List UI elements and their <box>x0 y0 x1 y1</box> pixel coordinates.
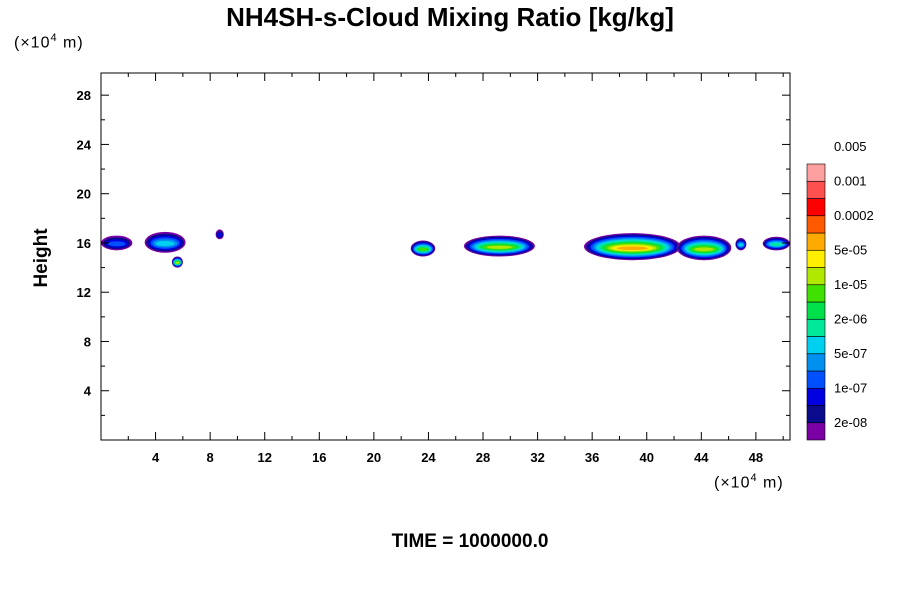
chart-title: NH4SH-s-Cloud Mixing Ratio [kg/kg] <box>226 2 674 32</box>
colorbar-label: 2e-06 <box>834 311 867 326</box>
x-axis-unit: (×104 m) <box>714 472 784 492</box>
colorbar-swatch <box>806 284 826 303</box>
cloud-contour <box>770 242 783 246</box>
cloud-patch <box>101 235 133 251</box>
x-unit-prefix: (×10 <box>714 474 751 492</box>
x-unit-suffix: m) <box>757 474 784 492</box>
x-tick-label: 40 <box>640 450 654 465</box>
colorbar-swatch <box>806 215 826 234</box>
colorbar-swatch <box>806 370 826 389</box>
colorbar-label: 0.001 <box>834 173 867 188</box>
x-tick-label: 24 <box>421 450 436 465</box>
colorbar-swatch <box>806 198 826 217</box>
y-tick-label: 28 <box>77 88 91 103</box>
cloud-patch <box>762 236 790 251</box>
x-tick-label: 20 <box>367 450 381 465</box>
y-tick-label: 4 <box>84 384 92 399</box>
cloud-patch <box>583 233 681 261</box>
colorbar-label: 1e-07 <box>834 380 867 395</box>
y-unit-prefix: (×10 <box>14 34 51 52</box>
colorbar-swatch <box>806 180 826 199</box>
colorbar-label: 0.0002 <box>834 208 874 223</box>
cloud-contour <box>175 261 180 264</box>
y-unit-suffix: m) <box>57 34 84 52</box>
x-tick-label: 28 <box>476 450 490 465</box>
cloud-contour <box>217 232 223 238</box>
plot-frame <box>100 72 791 441</box>
y-axis-unit: (×104 m) <box>14 32 84 52</box>
cloud-patch <box>171 256 183 268</box>
cloud-layer <box>101 229 790 268</box>
colorbar-swatch <box>806 353 826 372</box>
colorbar-swatch <box>806 405 826 424</box>
x-tick-label: 36 <box>585 450 599 465</box>
colorbar-swatch <box>806 318 826 337</box>
cloud-contour <box>616 246 648 250</box>
colorbar-swatch <box>806 336 826 355</box>
colorbar-swatch <box>806 267 826 286</box>
y-tick-label: 8 <box>84 334 91 349</box>
colorbar-label: 0.005 <box>834 139 867 154</box>
cloud-contour <box>107 241 126 247</box>
colorbar-swatch <box>806 422 826 441</box>
cloud-contour <box>486 245 512 249</box>
cloud-patch <box>144 231 186 253</box>
y-tick-label: 16 <box>77 236 91 251</box>
x-tick-label: 12 <box>257 450 271 465</box>
cloud-patch <box>735 238 747 251</box>
y-tick-label: 24 <box>77 137 92 152</box>
colorbar-label: 2e-08 <box>834 415 867 430</box>
colorbar-swatch <box>806 387 826 406</box>
colorbar-label: 1e-05 <box>834 277 867 292</box>
cloud-contour <box>155 241 175 247</box>
cloud-contour <box>694 247 714 252</box>
cloud-patch <box>676 235 732 261</box>
colorbar-swatch <box>806 232 826 251</box>
x-tick-label: 48 <box>749 450 763 465</box>
x-tick-label: 4 <box>152 450 160 465</box>
y-unit-exponent: 4 <box>50 32 58 44</box>
y-tick-label: 20 <box>77 187 91 202</box>
colorbar: 2e-08 1e-07 5e-07 2e-06 1e-05 5e-05 0.0002 0.00… <box>806 139 874 441</box>
colorbar-label: 5e-07 <box>834 346 867 361</box>
x-unit-exponent: 4 <box>750 472 758 484</box>
cloud-contour <box>738 243 744 247</box>
x-tick-label: 16 <box>312 450 326 465</box>
cloud-patch <box>410 240 436 257</box>
colorbar-swatch <box>806 163 826 182</box>
time-label: TIME = 1000000.0 <box>391 531 549 552</box>
colorbar-swatch <box>806 249 826 268</box>
y-tick-label: 12 <box>77 285 91 300</box>
colorbar-swatch <box>806 301 826 320</box>
x-tick-label: 44 <box>694 450 709 465</box>
x-tick-label: 8 <box>207 450 214 465</box>
x-tick-label: 32 <box>530 450 544 465</box>
colorbar-label: 5e-05 <box>834 242 867 257</box>
cloud-patch <box>463 235 535 257</box>
cloud-patch <box>215 229 224 240</box>
cloud-contour <box>418 248 428 251</box>
